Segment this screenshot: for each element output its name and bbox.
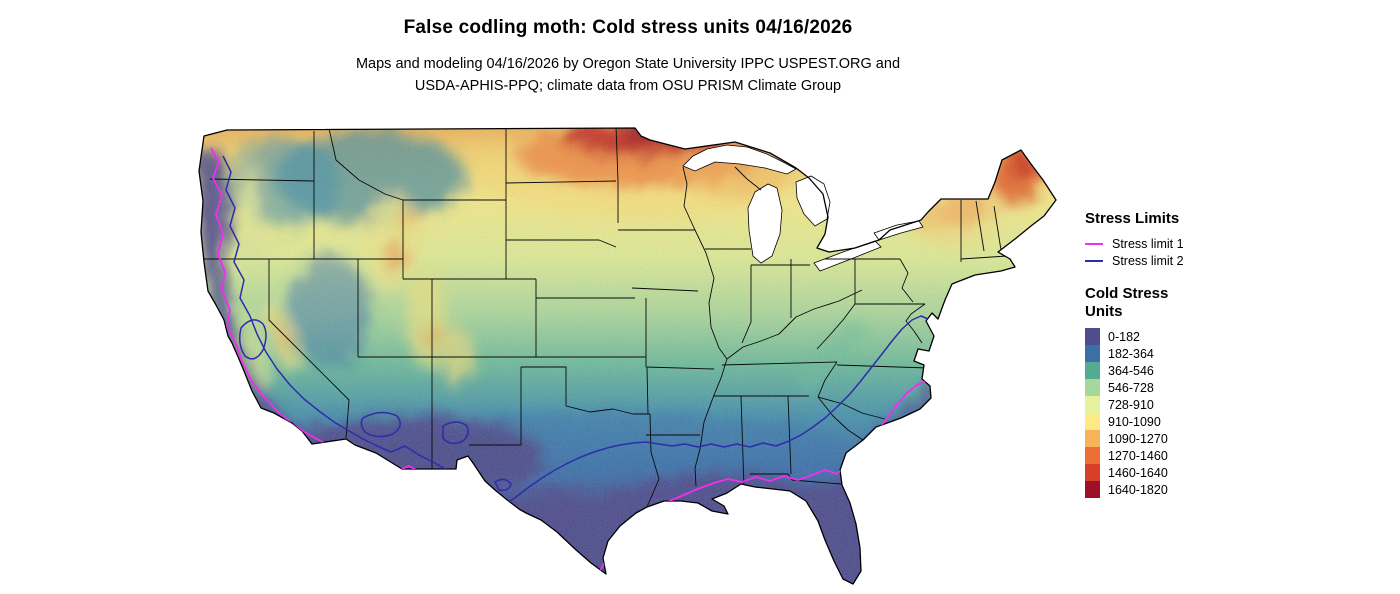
cold-stress-swatch <box>1085 481 1100 498</box>
cold-stress-item: 1640-1820 <box>1085 481 1315 498</box>
cold-stress-swatch <box>1085 464 1100 481</box>
cold-stress-label: 364-546 <box>1108 363 1154 378</box>
lake-superior <box>682 144 797 175</box>
lake-erie <box>813 240 882 272</box>
stress-limits-heading: Stress Limits <box>1085 210 1180 227</box>
great-lakes <box>682 144 924 272</box>
subtitle-line-1: Maps and modeling 04/16/2026 by Oregon S… <box>355 56 901 72</box>
cold-stress-swatch <box>1085 447 1100 464</box>
stress-limit-2-contour <box>222 155 929 507</box>
us-cold-stress-map <box>198 127 1057 585</box>
stress-limit-label: Stress limit 1 <box>1112 236 1184 251</box>
lake-michigan <box>747 183 783 264</box>
cold-stress-item: 364-546 <box>1085 362 1315 379</box>
cold-stress-label: 1090-1270 <box>1108 431 1168 446</box>
cold-stress-label: 0-182 <box>1108 329 1140 344</box>
cold-stress-item: 1270-1460 <box>1085 447 1315 464</box>
cold-stress-swatch <box>1085 328 1100 345</box>
stress-limits-list: Stress limit 1 Stress limit 2 <box>1085 235 1315 269</box>
cold-stress-label: 1270-1460 <box>1108 448 1168 463</box>
stress-limit-item: Stress limit 1 <box>1085 235 1315 252</box>
cold-stress-label: 1640-1820 <box>1108 482 1168 497</box>
map-subtitle: Maps and modeling 04/16/2026 by Oregon S… <box>0 53 1256 97</box>
cold-stress-label: 546-728 <box>1108 380 1154 395</box>
cold-stress-label: 910-1090 <box>1108 414 1161 429</box>
cold-stress-item: 1090-1270 <box>1085 430 1315 447</box>
cold-stress-swatch <box>1085 430 1100 447</box>
cold-stress-item: 0-182 <box>1085 328 1315 345</box>
cold-stress-item: 546-728 <box>1085 379 1315 396</box>
map-title: False codling moth: Cold stress units 04… <box>403 17 853 38</box>
cold-stress-swatch <box>1085 379 1100 396</box>
legend: Stress Limits Stress limit 1 Stress limit… <box>1085 210 1315 498</box>
cold-stress-swatch <box>1085 345 1100 362</box>
cold-stress-label: 728-910 <box>1108 397 1154 412</box>
subtitle-line-2: USDA-APHIS-PPQ; climate data from OSU PR… <box>414 78 842 94</box>
stress-limit-item: Stress limit 2 <box>1085 252 1315 269</box>
cold-stress-swatch <box>1085 396 1100 413</box>
stress-limit-line-sample <box>1085 242 1103 245</box>
cold-stress-heading-line-1: Cold Stress <box>1085 285 1169 302</box>
cold-stress-swatch <box>1085 413 1100 430</box>
cold-stress-label: 1460-1640 <box>1108 465 1168 480</box>
cold-stress-item: 910-1090 <box>1085 413 1315 430</box>
cold-stress-swatch <box>1085 362 1100 379</box>
cold-stress-heading-line-2: Units <box>1085 303 1123 320</box>
cold-stress-item: 182-364 <box>1085 345 1315 362</box>
cold-stress-swatch-list: 0-182 182-364 364-546 546-728 728-910 910-109… <box>1085 328 1315 498</box>
stress-limit-label: Stress limit 2 <box>1112 253 1184 268</box>
cold-stress-item: 1460-1640 <box>1085 464 1315 481</box>
stress-limit-line-sample <box>1085 259 1103 262</box>
state-borders <box>202 128 1008 508</box>
cold-stress-label: 182-364 <box>1108 346 1154 361</box>
cold-stress-item: 728-910 <box>1085 396 1315 413</box>
